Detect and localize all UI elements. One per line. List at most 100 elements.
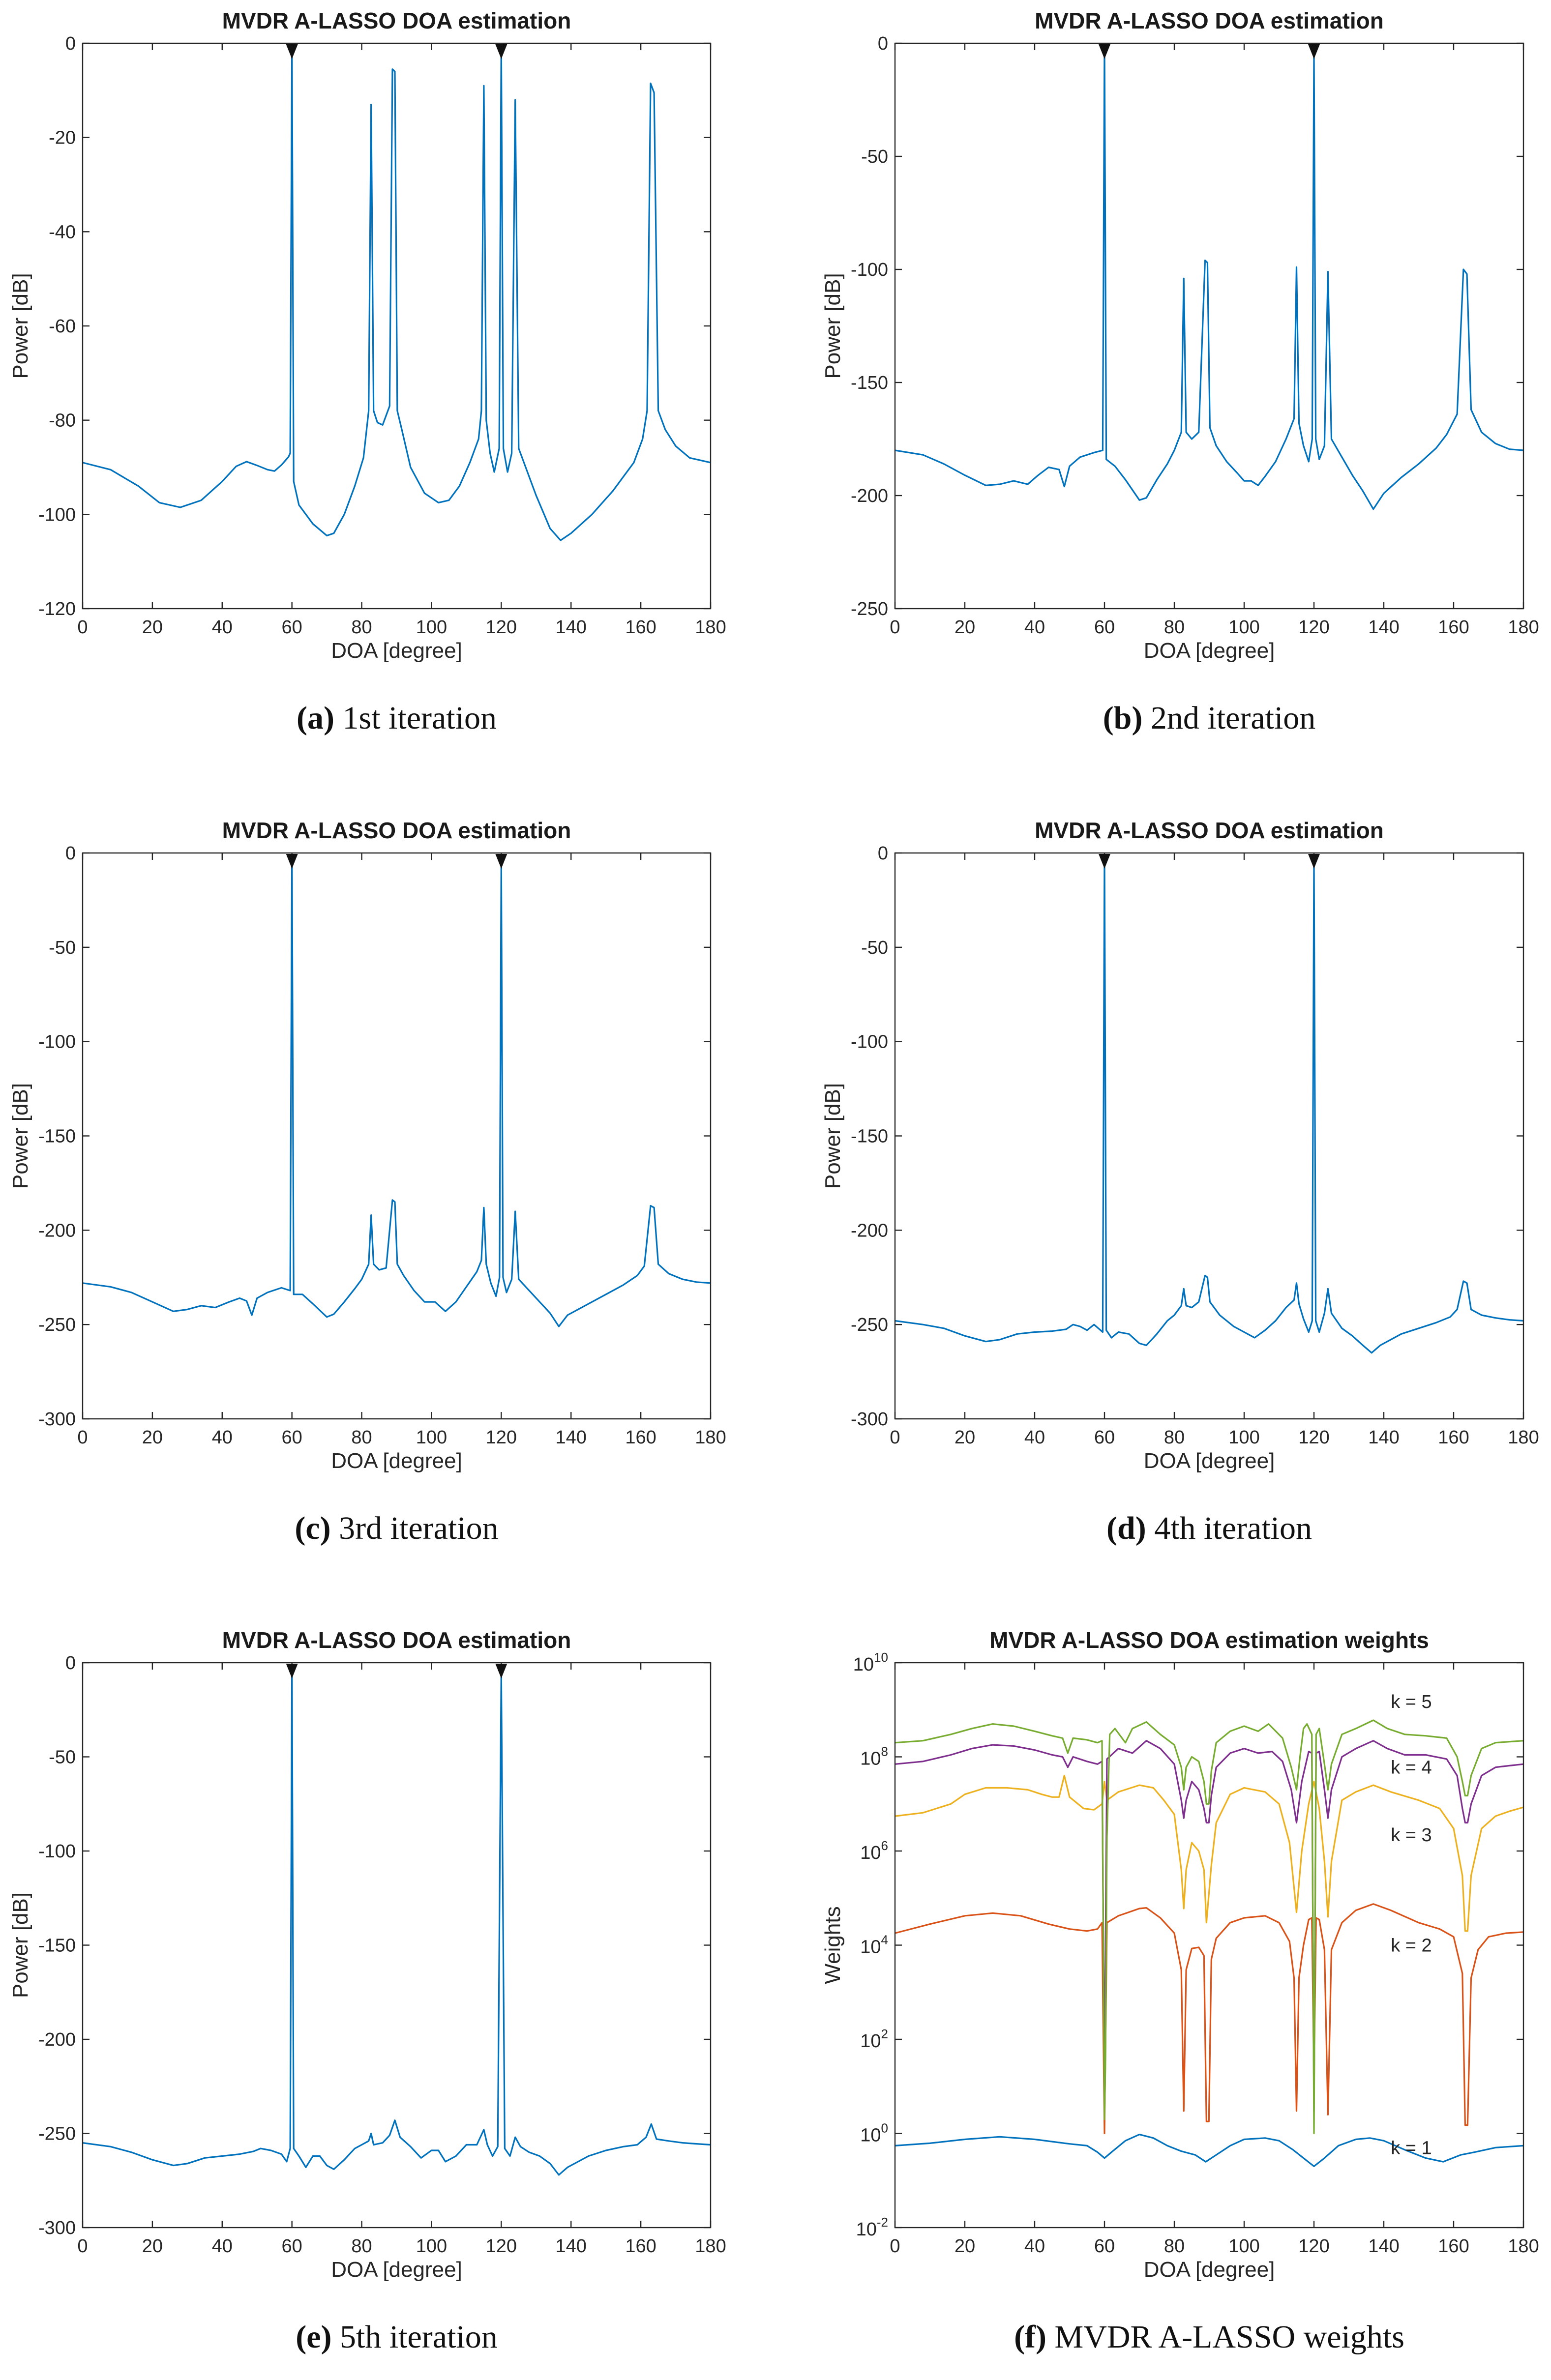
x-tick-label: 140 — [1368, 1427, 1399, 1448]
x-tick-label: 160 — [625, 2236, 656, 2257]
x-tick-label: 160 — [1438, 617, 1469, 638]
x-tick-label: 120 — [486, 2236, 517, 2257]
x-tick-label: 100 — [1228, 2236, 1259, 2257]
x-tick-label: 140 — [556, 617, 587, 638]
series-line — [83, 1666, 711, 2176]
y-tick-label: -120 — [38, 599, 76, 619]
y-tick-label: -100 — [851, 260, 888, 280]
x-tick-label: 40 — [1024, 2236, 1045, 2257]
x-tick-label: 120 — [1298, 2236, 1329, 2257]
x-tick-label: 180 — [695, 617, 726, 638]
x-tick-label: 20 — [142, 2236, 163, 2257]
chart-title: MVDR A-LASSO DOA estimation weights — [989, 1627, 1429, 1653]
x-axis-label: DOA [degree] — [331, 639, 462, 663]
chart-title: MVDR A-LASSO DOA estimation — [222, 818, 571, 843]
x-tick-label: 40 — [212, 1427, 233, 1448]
x-tick-label: 80 — [351, 617, 372, 638]
doa-arrow-marker — [286, 1664, 298, 1678]
y-axis-label: Weights — [821, 1906, 845, 1984]
y-tick-label: -250 — [38, 2124, 76, 2145]
y-tick-label: -20 — [49, 128, 76, 148]
y-tick-label: -300 — [851, 1409, 888, 1430]
x-tick-label: 100 — [1228, 617, 1259, 638]
y-axis-label: Power [dB] — [821, 1083, 845, 1189]
x-tick-label: 100 — [1228, 1427, 1259, 1448]
series-label: k = 5 — [1391, 1692, 1432, 1712]
series-line — [83, 854, 711, 1327]
y-tick-label: -200 — [38, 1220, 76, 1241]
x-axis-label: DOA [degree] — [1144, 639, 1275, 663]
y-axis-label: Power [dB] — [8, 1083, 32, 1189]
chart-title: MVDR A-LASSO DOA estimation — [222, 1627, 571, 1653]
x-tick-label: 0 — [77, 2236, 88, 2257]
subfigure-caption: (f) MVDR A-LASSO weights — [1014, 2319, 1404, 2355]
x-tick-label: 20 — [954, 2236, 975, 2257]
series-label: k = 1 — [1391, 2138, 1432, 2158]
x-tick-label: 160 — [625, 617, 656, 638]
x-tick-label: 140 — [1368, 617, 1399, 638]
x-tick-label: 20 — [954, 1427, 975, 1448]
chart-panel-a: 0 20 40 60 80 100 120 140 160 180 0 -20 -40 -60 -80 -10… — [8, 8, 726, 736]
y-tick-label: -60 — [49, 316, 76, 337]
y-tick-label: -40 — [49, 222, 76, 242]
y-tick-label: -80 — [49, 411, 76, 431]
doa-arrow-marker — [286, 44, 298, 59]
x-tick-label: 160 — [625, 1427, 656, 1448]
y-tick-label: -100 — [38, 504, 76, 525]
x-tick-label: 100 — [416, 2236, 447, 2257]
series-line — [895, 2134, 1523, 2167]
y-tick-label: -50 — [861, 938, 888, 958]
y-tick-label: 0 — [65, 1653, 76, 1674]
x-axis-label: DOA [degree] — [331, 2258, 462, 2282]
chart-panel-d: 0 20 40 60 80 100 120 140 160 180 0 -50 -100 -150 -200… — [821, 818, 1539, 1546]
y-tick-label: -150 — [38, 1126, 76, 1147]
chart-title: MVDR A-LASSO DOA estimation — [222, 8, 571, 33]
y-tick-label: 104 — [860, 1933, 888, 1958]
x-tick-label: 80 — [351, 1427, 372, 1448]
x-tick-label: 0 — [890, 2236, 900, 2257]
x-tick-label: 140 — [556, 2236, 587, 2257]
x-tick-label: 0 — [77, 1427, 88, 1448]
series-line — [895, 1740, 1523, 2112]
x-tick-label: 40 — [1024, 1427, 1045, 1448]
y-tick-label: 0 — [65, 843, 76, 864]
x-axis-label: DOA [degree] — [1144, 2258, 1275, 2282]
subfigure-caption: (d) 4th iteration — [1106, 1510, 1312, 1546]
doa-arrow-marker — [1099, 44, 1110, 59]
chart-panel-b: 0 20 40 60 80 100 120 140 160 180 0 -50 -100 -150 -200… — [821, 8, 1539, 736]
doa-arrow-marker — [1308, 44, 1320, 59]
x-tick-label: 40 — [1024, 617, 1045, 638]
x-tick-label: 60 — [282, 617, 302, 638]
y-tick-label: -100 — [851, 1032, 888, 1053]
y-tick-label: -200 — [851, 1220, 888, 1241]
x-tick-label: 60 — [282, 1427, 302, 1448]
doa-arrow-marker — [1099, 854, 1110, 869]
plot-frame — [894, 852, 1524, 1420]
x-tick-label: 20 — [142, 1427, 163, 1448]
y-tick-label: 108 — [860, 1744, 888, 1769]
y-tick-label: -250 — [851, 1315, 888, 1335]
y-tick-label: 106 — [860, 1838, 888, 1863]
y-tick-label: -50 — [49, 938, 76, 958]
y-tick-label: -300 — [38, 2218, 76, 2238]
x-tick-label: 20 — [142, 617, 163, 638]
x-tick-label: 180 — [695, 2236, 726, 2257]
series-label: k = 4 — [1391, 1758, 1432, 1778]
x-tick-label: 120 — [1298, 1427, 1329, 1448]
y-tick-label: -200 — [851, 486, 888, 506]
y-tick-label: -150 — [851, 373, 888, 393]
x-tick-label: 160 — [1438, 1427, 1469, 1448]
x-tick-label: 120 — [486, 1427, 517, 1448]
x-tick-label: 0 — [890, 617, 900, 638]
x-tick-label: 100 — [416, 1427, 447, 1448]
series-line — [895, 1775, 1523, 1932]
y-tick-label: 100 — [860, 2121, 888, 2146]
chart-panel-f: k = 1 k = 2 k = 3 k = 4 k = 5 0 20 40 60 80 100 120… — [821, 1627, 1539, 2355]
x-tick-label: 0 — [890, 1427, 900, 1448]
chart-title: MVDR A-LASSO DOA estimation — [1035, 8, 1384, 33]
x-tick-label: 180 — [695, 1427, 726, 1448]
x-tick-label: 140 — [1368, 2236, 1399, 2257]
y-tick-label: -150 — [38, 1936, 76, 1956]
series-label: k = 3 — [1391, 1825, 1432, 1846]
